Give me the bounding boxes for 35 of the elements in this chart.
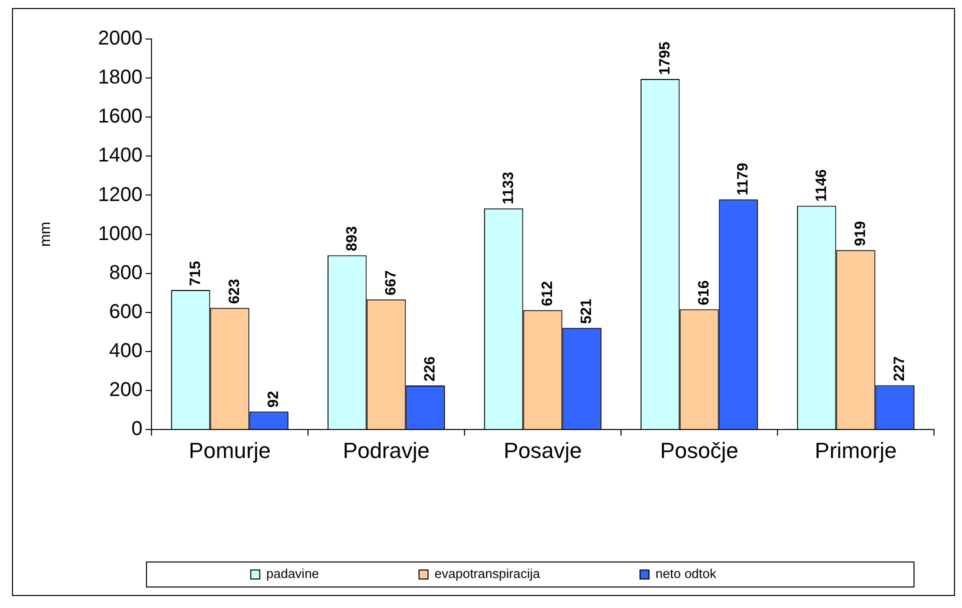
data-label: 667 (382, 270, 400, 296)
y-tick-label: 800 (109, 262, 142, 284)
y-tick-label: 0 (131, 418, 142, 440)
x-tick-label: Primorje (814, 438, 897, 463)
data-label: 616 (695, 280, 712, 306)
data-label: 1179 (734, 162, 752, 196)
legend-label: neto odtok (656, 566, 717, 582)
data-label: 715 (186, 260, 204, 286)
y-tick-label: 2000 (98, 28, 142, 50)
data-label: 612 (538, 281, 556, 306)
y-tick-label: 600 (109, 300, 142, 323)
legend-label: padavine (266, 566, 320, 582)
y-tick-label: 1200 (98, 184, 142, 206)
data-label: 1146 (812, 169, 830, 202)
data-label: 92 (265, 390, 282, 408)
data-label: 227 (891, 356, 908, 382)
y-tick-label: 200 (109, 379, 142, 402)
data-label: 893 (343, 226, 360, 252)
y-tick-label: 400 (109, 340, 142, 362)
y-tick-label: 1600 (98, 106, 142, 128)
data-label: 623 (226, 278, 243, 304)
x-tick-label: Podravje (342, 438, 430, 463)
x-tick-label: Pomurje (188, 438, 271, 463)
data-label: 1795 (656, 42, 674, 76)
data-label: 919 (852, 221, 869, 246)
data-label: 521 (578, 298, 596, 324)
data-label: 1133 (500, 172, 517, 204)
data-label: 226 (422, 356, 439, 382)
y-tick-label: 1000 (98, 222, 142, 245)
y-tick-label: 1400 (98, 144, 142, 167)
legend-label: evapotranspiracija (434, 566, 541, 582)
y-axis-title: mm (37, 222, 54, 247)
y-tick-label: 1800 (98, 66, 142, 89)
x-tick-label: Posočje (660, 438, 738, 463)
x-tick-label: Posavje (504, 438, 582, 463)
